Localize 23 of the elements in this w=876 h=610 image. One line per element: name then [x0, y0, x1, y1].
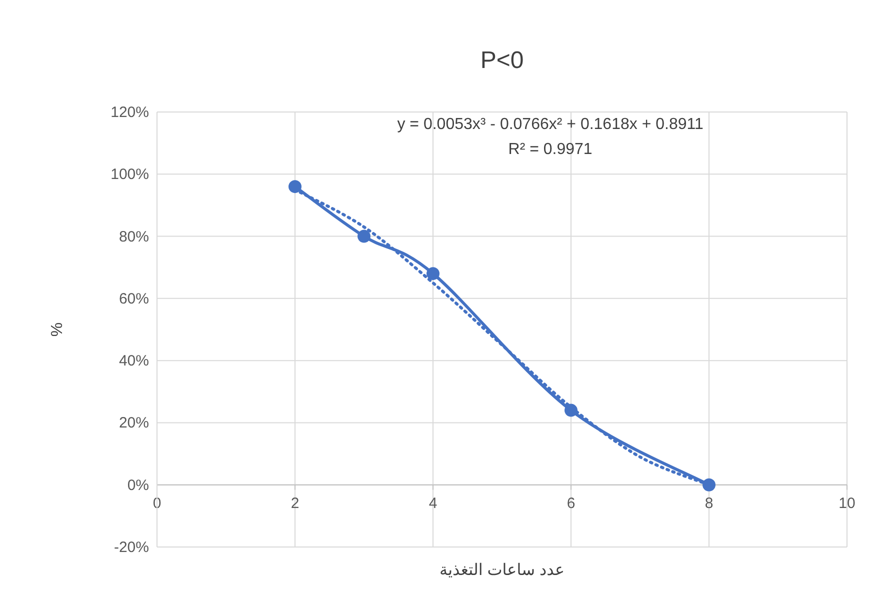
- annotation: R² = 0.9971: [508, 141, 592, 158]
- x-tick-label: 4: [428, 494, 438, 512]
- x-axis-title: عدد ساعات التغذية: [439, 562, 565, 579]
- point: [288, 180, 302, 194]
- x-tick-label: 10: [838, 494, 856, 512]
- y-axis-title: %: [49, 322, 66, 337]
- y-tick-label: 120%: [110, 104, 149, 121]
- annotation: y = 0.0053x³ - 0.0766x² + 0.1618x + 0.8911: [397, 116, 704, 133]
- point: [702, 478, 716, 492]
- y-tick-label: 20%: [118, 414, 149, 432]
- y-tick-label: -20%: [114, 539, 149, 556]
- y-tick-label: 60%: [118, 290, 149, 308]
- point: [358, 230, 370, 243]
- y-tick-label: 100%: [110, 166, 149, 184]
- x-tick-label: 8: [704, 494, 714, 512]
- y-tick-label: 80%: [118, 228, 149, 246]
- chart-title: P<0: [480, 47, 524, 74]
- point: [426, 267, 440, 280]
- y-tick-label: 0%: [127, 476, 149, 494]
- x-tick-label: 6: [566, 494, 576, 512]
- point: [564, 404, 578, 417]
- y-tick-label: 40%: [118, 352, 149, 370]
- x-tick-label: 2: [290, 494, 300, 512]
